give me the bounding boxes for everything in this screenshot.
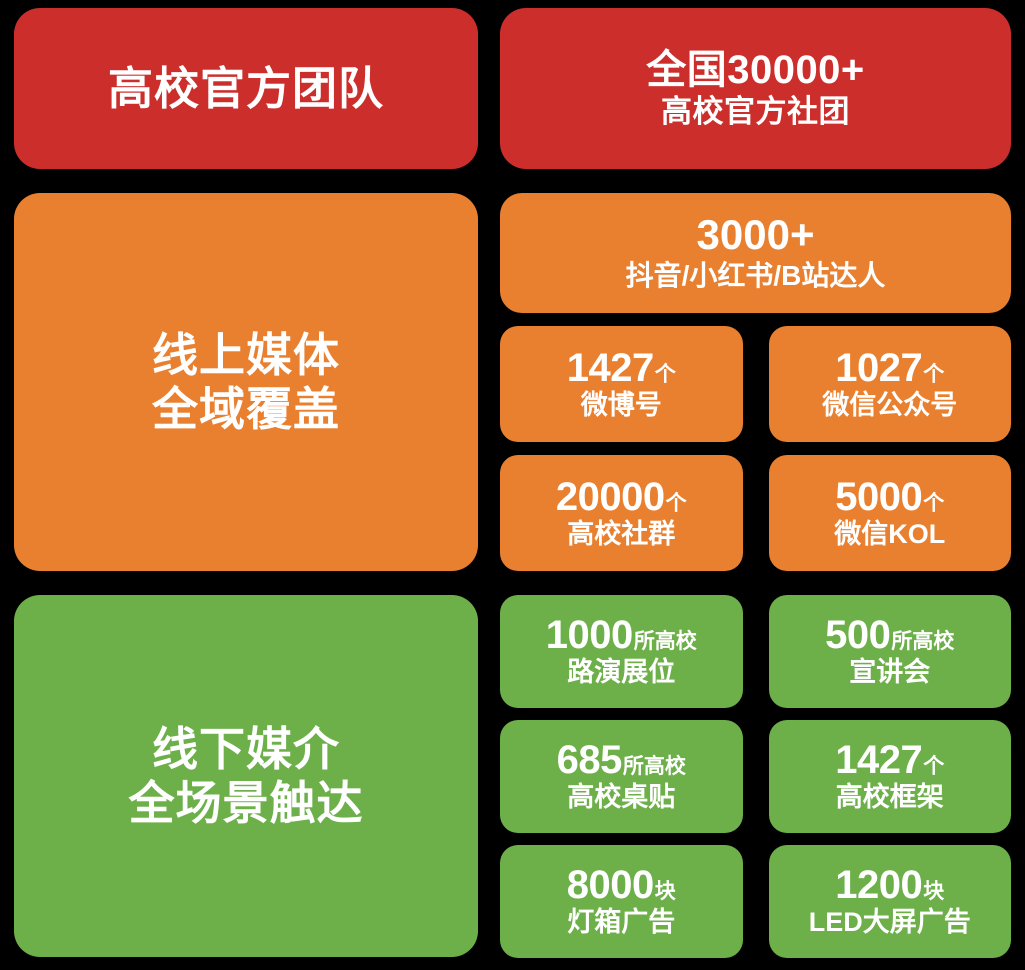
stat-tile-campus-frame-number: 1427 bbox=[835, 738, 923, 783]
stat-tile-weibo: 1427 个 微博号 bbox=[500, 326, 743, 442]
stat-tile-campus-groups-label: 高校社群 bbox=[567, 518, 676, 549]
stat-tile-desk-sticker-number-line: 685 所高校 bbox=[557, 739, 686, 781]
section-label-team-text: 高校官方团队 bbox=[107, 62, 384, 114]
section-label-offline-media: 线下媒介 全场景触达 bbox=[14, 595, 478, 957]
stat-tile-wechat-kol-number-line: 5000 个 bbox=[835, 476, 944, 518]
section-team-content: 全国30000+ 高校官方社团 bbox=[500, 8, 1011, 169]
stat-tile-campus-frame-label: 高校框架 bbox=[835, 782, 944, 813]
stat-tile-lightbox-ad-unit: 块 bbox=[654, 880, 676, 904]
stat-tile-desk-sticker-label: 高校桌贴 bbox=[567, 782, 676, 813]
stat-tile-wechat-official-account-label: 微信公众号 bbox=[822, 389, 958, 420]
stat-tile-wechat-official-account-unit: 个 bbox=[923, 362, 945, 386]
card-influencers-number: 3000+ bbox=[696, 211, 815, 259]
stat-tile-weibo-label: 微博号 bbox=[580, 389, 662, 420]
stat-tile-roadshow-booth-number-line: 1000 所高校 bbox=[546, 614, 697, 656]
section-online-media: 线上媒体 全域覆盖 3000+ 抖音/小红书/B站达人 1427 个 微博号 1… bbox=[14, 193, 1011, 571]
stat-tile-wechat-official-account-number-line: 1027 个 bbox=[835, 347, 944, 389]
tile-row-offline-3: 8000 块 灯箱广告 1200 块 LED大屏广告 bbox=[500, 845, 1011, 958]
stat-tile-desk-sticker: 685 所高校 高校桌贴 bbox=[500, 720, 743, 833]
stat-tile-lightbox-ad-number: 8000 bbox=[566, 863, 654, 908]
stat-tile-wechat-official-account-number: 1027 bbox=[835, 345, 923, 390]
stat-tile-led-screen-ad-number-line: 1200 块 bbox=[835, 864, 944, 906]
stat-tile-roadshow-booth: 1000 所高校 路演展位 bbox=[500, 595, 743, 708]
stat-tile-roadshow-booth-label: 路演展位 bbox=[567, 657, 676, 688]
card-influencers: 3000+ 抖音/小红书/B站达人 bbox=[500, 193, 1011, 313]
stat-tile-led-screen-ad: 1200 块 LED大屏广告 bbox=[768, 845, 1011, 958]
section-team: 高校官方团队 全国30000+ 高校官方社团 bbox=[14, 8, 1011, 169]
card-influencers-label: 抖音/小红书/B站达人 bbox=[625, 260, 886, 292]
stat-tile-info-session: 500 所高校 宣讲会 bbox=[768, 595, 1011, 708]
stat-tile-weibo-number: 1427 bbox=[566, 345, 654, 390]
section-offline-media-content: 1000 所高校 路演展位 500 所高校 宣讲会 685 bbox=[500, 595, 1011, 958]
stat-tile-wechat-kol-label: 微信KOL bbox=[834, 518, 946, 549]
stat-tile-wechat-kol: 5000 个 微信KOL bbox=[768, 455, 1011, 571]
stat-tile-weibo-number-line: 1427 个 bbox=[567, 347, 676, 389]
stat-tile-desk-sticker-unit: 所高校 bbox=[622, 755, 686, 779]
stat-tile-lightbox-ad-number-line: 8000 块 bbox=[567, 864, 676, 906]
stat-tile-info-session-unit: 所高校 bbox=[891, 630, 955, 654]
stat-tile-weibo-unit: 个 bbox=[654, 362, 676, 386]
section-label-online-media: 线上媒体 全域覆盖 bbox=[14, 193, 478, 571]
card-team-headline-number: 全国30000+ bbox=[646, 47, 865, 92]
section-label-offline-media-text: 线下媒介 全场景触达 bbox=[128, 722, 364, 829]
section-offline-media: 线下媒介 全场景触达 1000 所高校 路演展位 500 所高校 宣讲会 bbox=[14, 595, 1011, 958]
section-label-team: 高校官方团队 bbox=[14, 8, 478, 169]
section-online-media-content: 3000+ 抖音/小红书/B站达人 1427 个 微博号 1027 个 微信 bbox=[500, 193, 1011, 571]
section-label-online-media-text: 线上媒体 全域覆盖 bbox=[152, 328, 340, 435]
stat-tile-campus-frame: 1427 个 高校框架 bbox=[768, 720, 1011, 833]
stat-tile-campus-groups: 20000 个 高校社群 bbox=[500, 455, 743, 571]
stat-tile-info-session-label: 宣讲会 bbox=[849, 657, 931, 688]
stat-tile-desk-sticker-number: 685 bbox=[556, 738, 623, 783]
tile-row-online-2: 20000 个 高校社群 5000 个 微信KOL bbox=[500, 455, 1011, 571]
card-team-headline: 全国30000+ 高校官方社团 bbox=[500, 8, 1011, 169]
tile-row-offline-2: 685 所高校 高校桌贴 1427 个 高校框架 bbox=[500, 720, 1011, 833]
stat-tile-campus-groups-number: 20000 bbox=[555, 474, 665, 519]
tile-row-offline-1: 1000 所高校 路演展位 500 所高校 宣讲会 bbox=[500, 595, 1011, 708]
stat-tile-campus-frame-number-line: 1427 个 bbox=[835, 739, 944, 781]
stat-tile-campus-groups-unit: 个 bbox=[665, 491, 687, 515]
stat-tile-led-screen-ad-number: 1200 bbox=[835, 863, 923, 908]
stat-tile-campus-groups-number-line: 20000 个 bbox=[556, 476, 687, 518]
card-team-headline-label: 高校官方社团 bbox=[661, 93, 850, 129]
stat-tile-info-session-number: 500 bbox=[825, 613, 891, 658]
stat-tile-roadshow-booth-number: 1000 bbox=[545, 613, 633, 658]
stat-tile-lightbox-ad-label: 灯箱广告 bbox=[567, 907, 676, 938]
stat-tile-led-screen-ad-unit: 块 bbox=[923, 880, 945, 904]
tile-row-online-1: 1427 个 微博号 1027 个 微信公众号 bbox=[500, 326, 1011, 442]
stat-tile-lightbox-ad: 8000 块 灯箱广告 bbox=[500, 845, 743, 958]
stat-tile-wechat-official-account: 1027 个 微信公众号 bbox=[768, 326, 1011, 442]
stat-tile-led-screen-ad-label: LED大屏广告 bbox=[808, 907, 971, 938]
stat-tile-campus-frame-unit: 个 bbox=[923, 755, 945, 779]
stat-tile-wechat-kol-number: 5000 bbox=[835, 474, 923, 519]
stat-tile-roadshow-booth-unit: 所高校 bbox=[633, 630, 697, 654]
stat-tile-info-session-number-line: 500 所高校 bbox=[825, 614, 954, 656]
stat-tile-wechat-kol-unit: 个 bbox=[923, 491, 945, 515]
